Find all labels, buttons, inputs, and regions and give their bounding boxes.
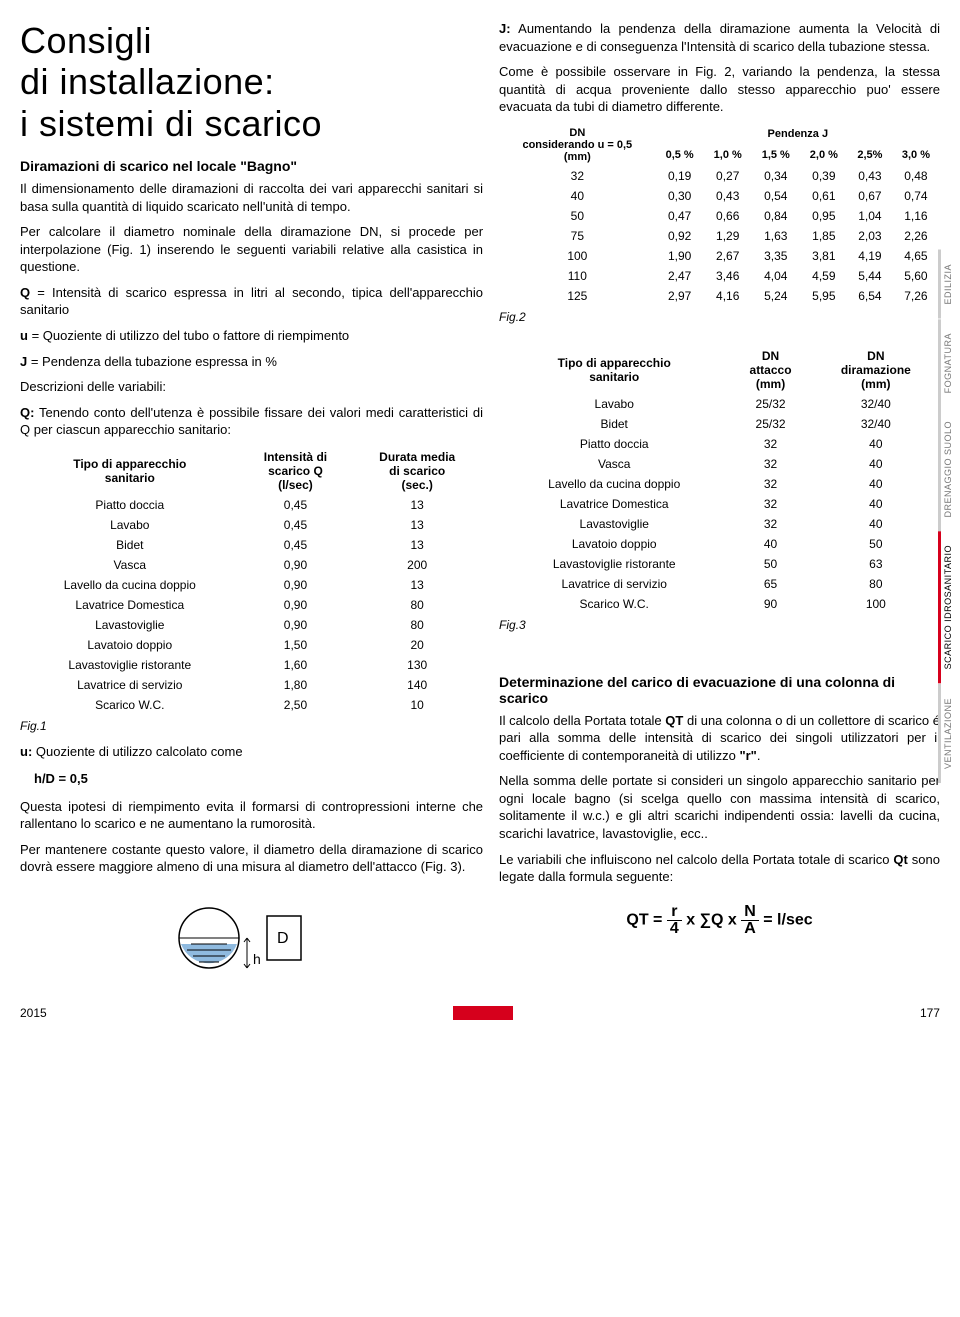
paragraph: J: Aumentando la pendenza della diramazi… [499,20,940,55]
section-heading: Determinazione del carico di evacuazione… [499,674,940,706]
paragraph: Questa ipotesi di riempimento evita il f… [20,798,483,833]
footer-year: 2015 [20,1006,47,1020]
paragraph: Le variabili che influiscono nel calcolo… [499,851,940,886]
hd-equation: h/D = 0,5 [34,770,483,788]
def-j: J = Pendenza della tubazione espressa in… [20,353,483,371]
paragraph: Per calcolare il diametro nominale della… [20,223,483,276]
side-tab[interactable]: EDILIZIA [938,250,955,319]
table-fig3: Tipo di apparecchiosanitarioDNattacco(mm… [499,346,940,614]
formula: QT = r4 x ∑Q x NA = l/sec [499,904,940,937]
side-tab[interactable]: DRENAGGIO SUOLO [938,407,955,532]
footer-logo [453,1006,513,1020]
page-columns: Consiglidi installazione:i sistemi di sc… [20,20,940,978]
paragraph: Nella somma delle portate si consideri u… [499,772,940,842]
paragraph: Il dimensionamento delle diramazioni di … [20,180,483,215]
page-footer: 2015 177 [20,1006,940,1020]
table-fig2: DNconsiderando u = 0,5(mm)Pendenza J0,5 … [499,124,940,306]
right-column: J: Aumentando la pendenza della diramazi… [499,20,940,978]
diagram-h-label: h [253,951,261,967]
side-tabs: EDILIZIAFOGNATURADRENAGGIO SUOLOSCARICO … [938,250,960,783]
def-u: u = Quoziente di utilizzo del tubo o fat… [20,327,483,345]
paragraph: Q: Tenendo conto dell'utenza è possibile… [20,404,483,439]
fig1-label: Fig.1 [20,719,483,733]
def-q: Q = Intensità di scarico espressa in lit… [20,284,483,319]
fig2-label: Fig.2 [499,310,940,324]
page-title: Consiglidi installazione:i sistemi di sc… [20,20,483,144]
footer-page: 177 [920,1006,940,1020]
side-tab[interactable]: SCARICO IDROSANITARIO [938,531,955,683]
fig3-label: Fig.3 [499,618,940,632]
paragraph: u: Quoziente di utilizzo calcolato come [20,743,483,761]
side-tab[interactable]: VENTILAZIONE [938,684,955,783]
pipe-diagram: h D [20,888,483,978]
paragraph: Il calcolo della Portata totale QT di un… [499,712,940,765]
side-tab[interactable]: FOGNATURA [938,319,955,407]
table-fig1: Tipo di apparecchiosanitarioIntensità di… [20,447,483,715]
paragraph: Descrizioni delle variabili: [20,378,483,396]
paragraph: Come è possibile osservare in Fig. 2, va… [499,63,940,116]
paragraph: Per mantenere costante questo valore, il… [20,841,483,876]
diagram-d-label: D [277,930,289,947]
section-heading: Diramazioni di scarico nel locale "Bagno… [20,158,483,174]
left-column: Consiglidi installazione:i sistemi di sc… [20,20,483,978]
